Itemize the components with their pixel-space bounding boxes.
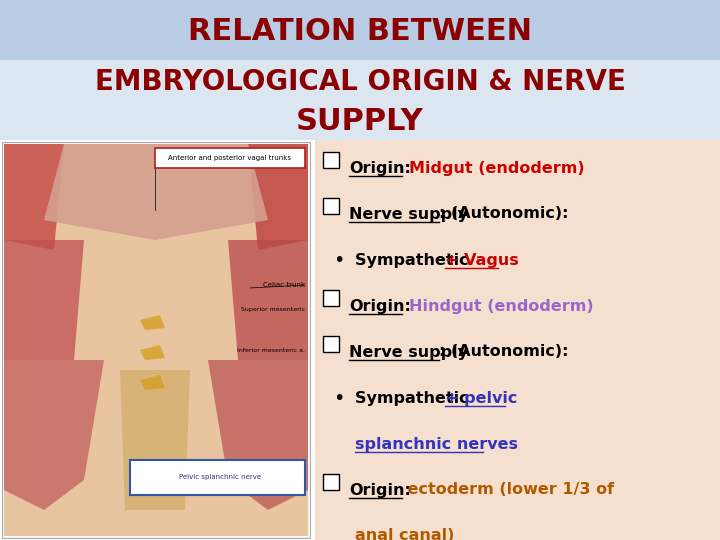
Polygon shape (130, 460, 305, 495)
Text: Nerve supply: Nerve supply (349, 345, 468, 360)
Polygon shape (155, 148, 305, 168)
Text: + Vagus: + Vagus (445, 253, 518, 267)
Polygon shape (120, 370, 190, 510)
Text: Origin:: Origin: (349, 483, 411, 497)
Text: Pelvic splanchnic nerve: Pelvic splanchnic nerve (179, 474, 261, 480)
Text: Sympathetic: Sympathetic (355, 390, 474, 406)
Text: : (Autonomic):: : (Autonomic): (439, 206, 569, 221)
Polygon shape (140, 375, 165, 390)
Text: Sympathetic: Sympathetic (355, 253, 474, 267)
Polygon shape (248, 144, 308, 250)
Text: •: • (333, 251, 344, 269)
Text: : (Autonomic):: : (Autonomic): (439, 345, 569, 360)
Text: Origin:: Origin: (349, 299, 411, 314)
Text: Inferior mesenteric a.: Inferior mesenteric a. (237, 348, 305, 353)
Polygon shape (140, 315, 165, 330)
Polygon shape (2, 142, 310, 538)
Text: ectoderm (lower 1/3 of: ectoderm (lower 1/3 of (402, 483, 613, 497)
Polygon shape (323, 290, 339, 306)
Text: Anterior and posterior vagal trunks: Anterior and posterior vagal trunks (168, 155, 292, 161)
Text: splanchnic nerves: splanchnic nerves (355, 436, 518, 451)
Polygon shape (4, 144, 64, 250)
Text: + pelvic: + pelvic (445, 390, 518, 406)
Text: Hindgut (endoderm): Hindgut (endoderm) (409, 299, 593, 314)
Polygon shape (0, 0, 720, 140)
Text: •: • (333, 388, 344, 408)
Text: SUPPLY: SUPPLY (296, 107, 424, 137)
Polygon shape (0, 0, 720, 60)
Polygon shape (140, 345, 165, 360)
Polygon shape (323, 474, 339, 490)
Polygon shape (315, 140, 720, 540)
Text: Superior mesenteric: Superior mesenteric (241, 307, 305, 313)
Polygon shape (4, 144, 308, 536)
Text: EMBRYOLOGICAL ORIGIN & NERVE: EMBRYOLOGICAL ORIGIN & NERVE (94, 68, 626, 96)
Text: anal canal): anal canal) (355, 529, 454, 540)
Polygon shape (4, 240, 84, 360)
Text: Celiac trunk: Celiac trunk (263, 282, 305, 288)
Text: Midgut (endoderm): Midgut (endoderm) (409, 160, 585, 176)
Text: Nerve supply: Nerve supply (349, 206, 468, 221)
Text: Origin:: Origin: (349, 160, 411, 176)
Polygon shape (323, 152, 339, 168)
Polygon shape (323, 198, 339, 214)
Polygon shape (4, 360, 104, 510)
Polygon shape (228, 240, 308, 360)
Polygon shape (44, 144, 268, 240)
Polygon shape (323, 336, 339, 352)
Polygon shape (208, 360, 308, 510)
Text: RELATION BETWEEN: RELATION BETWEEN (188, 17, 532, 46)
